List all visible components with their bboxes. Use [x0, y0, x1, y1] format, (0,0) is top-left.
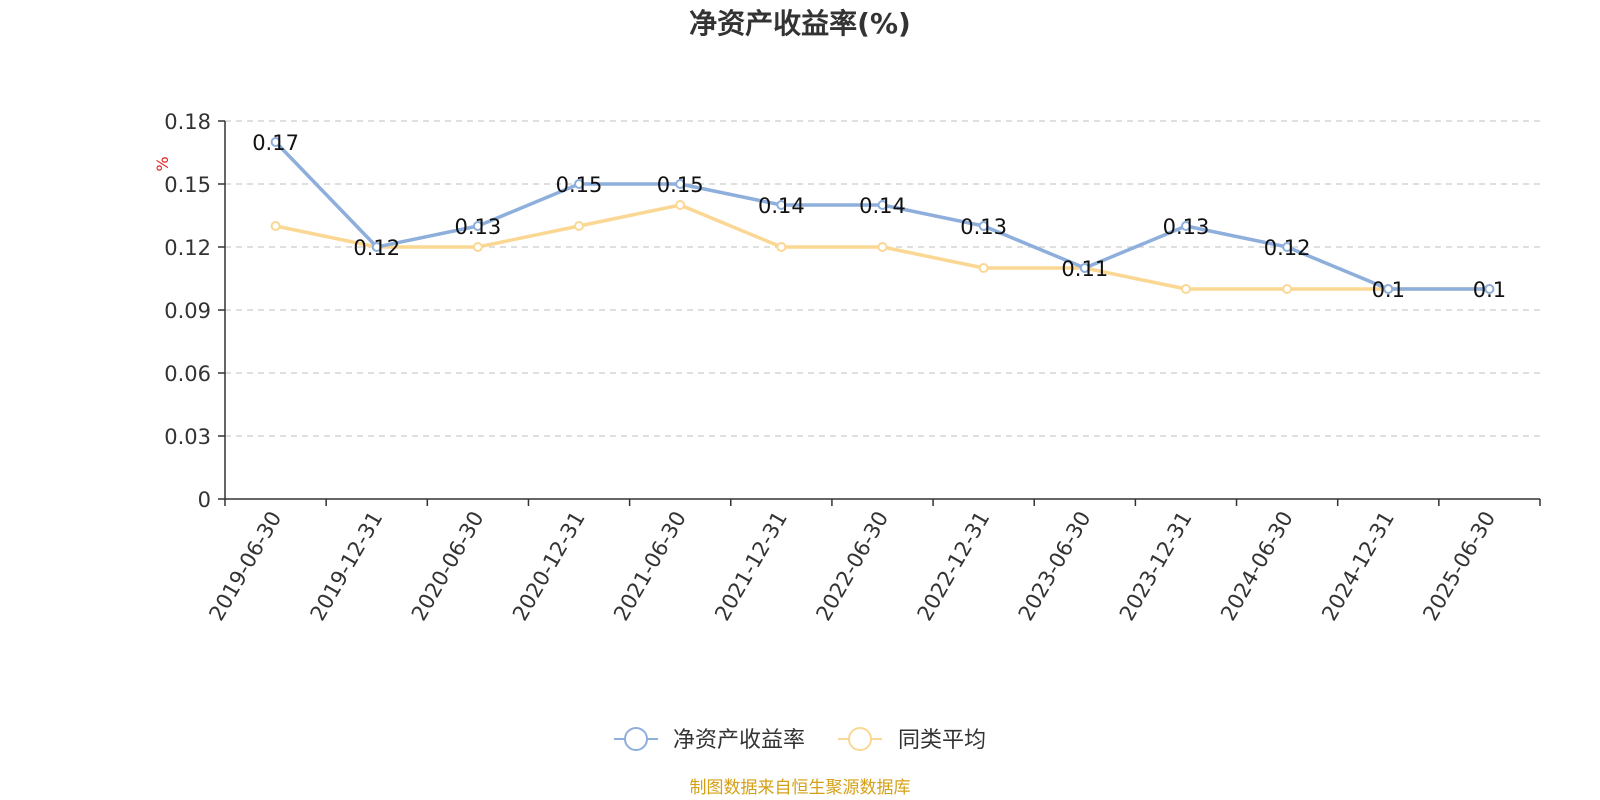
x-tick-label: 2023-12-31 — [1115, 507, 1197, 625]
x-tick-label: 2024-12-31 — [1317, 507, 1399, 625]
data-label: 0.15 — [657, 173, 704, 197]
legend-label-peer-average: 同类平均 — [898, 728, 986, 753]
data-label: 0.13 — [1163, 215, 1210, 239]
x-tick-label: 2021-06-30 — [609, 507, 691, 625]
data-point-roe[interactable] — [877, 200, 888, 210]
data-label: 0.11 — [1061, 257, 1108, 281]
data-point-peer-average[interactable] — [1180, 284, 1191, 294]
y-tick-label: 0.06 — [164, 362, 211, 386]
legend-item-roe[interactable]: 净资产收益率 — [614, 727, 805, 753]
y-tick-label: 0.09 — [164, 299, 211, 323]
data-point-peer-average[interactable] — [675, 200, 686, 210]
data-point-peer-average[interactable] — [877, 242, 888, 252]
data-point-roe[interactable] — [776, 200, 787, 210]
gridlines — [225, 120, 1540, 437]
data-label: 0.17 — [252, 131, 299, 155]
y-axis-unit: % — [153, 156, 172, 171]
data-point-peer-average[interactable] — [978, 263, 989, 273]
data-point-peer-average[interactable] — [472, 242, 483, 252]
data-point-roe[interactable] — [1282, 242, 1293, 252]
legend: 净资产收益率 同类平均 — [614, 727, 986, 753]
x-tick-label: 2025-06-30 — [1418, 507, 1500, 625]
data-point-peer-average[interactable] — [574, 221, 585, 231]
data-point-peer-average[interactable] — [1282, 284, 1293, 294]
x-tick-label: 2019-06-30 — [204, 507, 286, 625]
legend-marker-roe — [624, 727, 648, 751]
data-label: 0.14 — [758, 194, 805, 218]
data-point-roe[interactable] — [1383, 284, 1394, 294]
y-tick-label: 0.15 — [164, 173, 211, 197]
data-labels: 0.17 0.12 0.13 0.15 0.15 0.14 0.14 0.13 0.11 0.13… — [252, 131, 1506, 302]
legend-marker-peer-average — [848, 727, 872, 751]
x-tick-label: 2022-06-30 — [811, 507, 893, 625]
data-point-roe[interactable] — [472, 221, 483, 231]
data-label: 0.1 — [1473, 278, 1506, 302]
data-point-roe[interactable] — [1484, 284, 1495, 294]
data-label: 0.13 — [960, 215, 1007, 239]
data-point-roe[interactable] — [371, 242, 382, 252]
y-tick-label: 0.12 — [164, 236, 211, 260]
y-tick-label: 0.18 — [164, 110, 211, 134]
y-tick-label: 0.03 — [164, 425, 211, 449]
data-point-peer-average[interactable] — [776, 242, 787, 252]
x-tick-label: 2024-06-30 — [1216, 507, 1298, 625]
data-label: 0.15 — [556, 173, 603, 197]
data-point-peer-average[interactable] — [270, 221, 281, 231]
data-label: 0.12 — [1264, 236, 1311, 260]
data-label: 0.13 — [455, 215, 502, 239]
x-tick-label: 2020-12-31 — [508, 507, 590, 625]
data-point-roe[interactable] — [574, 179, 585, 189]
data-point-roe[interactable] — [270, 137, 281, 147]
x-tick-label: 2019-12-31 — [306, 507, 388, 625]
legend-item-peer-average[interactable]: 同类平均 — [838, 727, 986, 753]
data-label: 0.12 — [353, 236, 400, 260]
data-source-note: 制图数据来自恒生聚源数据库 — [690, 778, 911, 798]
data-label: 0.14 — [859, 194, 906, 218]
x-tick-label: 2020-06-30 — [407, 507, 489, 625]
x-tick-label: 2022-12-31 — [913, 507, 995, 625]
data-point-roe[interactable] — [675, 179, 686, 189]
x-tick-label: 2021-12-31 — [710, 507, 792, 625]
series — [270, 137, 1495, 294]
data-point-roe[interactable] — [1180, 221, 1191, 231]
y-tick-label: 0 — [198, 488, 211, 512]
legend-label-roe: 净资产收益率 — [673, 728, 805, 753]
chart-title: 净资产收益率(%) — [689, 7, 911, 40]
data-point-roe[interactable] — [978, 221, 989, 231]
x-tick-label: 2023-06-30 — [1014, 507, 1096, 625]
data-point-roe[interactable] — [1079, 263, 1090, 273]
data-label: 0.1 — [1372, 278, 1405, 302]
axes: 0 0.03 0.06 0.09 0.12 0.15 0.18 2019-06-30 2019-… — [164, 110, 1541, 625]
